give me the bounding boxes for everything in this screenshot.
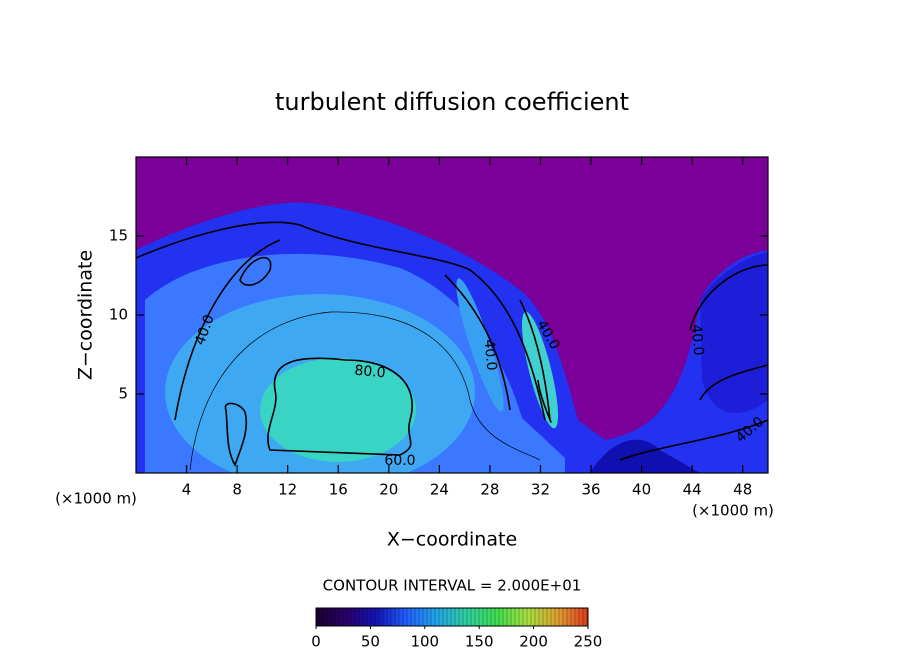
x-unit-label: (×1000 m) [55,490,137,508]
field-region [456,278,504,412]
field [136,157,768,473]
x-tick-label: 16 [329,481,348,499]
contour-line [444,274,552,423]
contour-label: 80.0 [354,363,386,382]
contour-interval: CONTOUR INTERVAL = 2.000E+01 [323,577,582,595]
x-tick-label: 28 [480,481,499,499]
y-tick-label: 10 [109,306,128,324]
contour-line [224,402,248,467]
contour-line [136,221,546,421]
field-region [260,358,416,462]
contour-line [239,256,272,286]
contour-line [267,357,413,456]
contour-label: 60.0 [384,453,415,469]
contour-line [189,311,541,471]
x-tick-label: 20 [379,481,398,499]
chart-title: turbulent diffusion coefficient [275,88,629,116]
contour-label: 40.0 [481,339,500,371]
colorbar-tick-label: 50 [361,633,380,651]
colorbar-frame [315,607,589,627]
x-tick-label: 32 [531,481,550,499]
colorbar-tick-label: 250 [574,633,603,651]
contour-label: 40.0 [688,324,707,356]
y-tick-label: 5 [118,385,128,403]
contour-line [619,264,768,461]
x-tick-label: 40 [632,481,651,499]
colorbar-tick-label: 0 [311,633,321,651]
x-unit-label: (×1000 m) [692,502,774,520]
x-axis-label: X−coordinate [387,529,517,551]
field-region [590,439,700,473]
x-tick-label: 36 [581,481,600,499]
x-tick-label: 4 [182,481,192,499]
x-tick-label: 24 [430,481,449,499]
field-region [521,311,559,429]
colorbar [316,608,588,626]
y-axis-label: Z−coordinate [75,250,97,380]
y-tick-label: 15 [109,227,128,245]
colorbar-tick-label: 150 [465,633,494,651]
colorbar-tick-label: 200 [519,633,548,651]
colorbar-tick-label: 100 [410,633,439,651]
x-tick-label: 8 [232,481,242,499]
x-tick-label: 12 [278,481,297,499]
x-tick-label: 44 [683,481,702,499]
x-tick-label: 48 [733,481,752,499]
field-region [700,252,768,414]
